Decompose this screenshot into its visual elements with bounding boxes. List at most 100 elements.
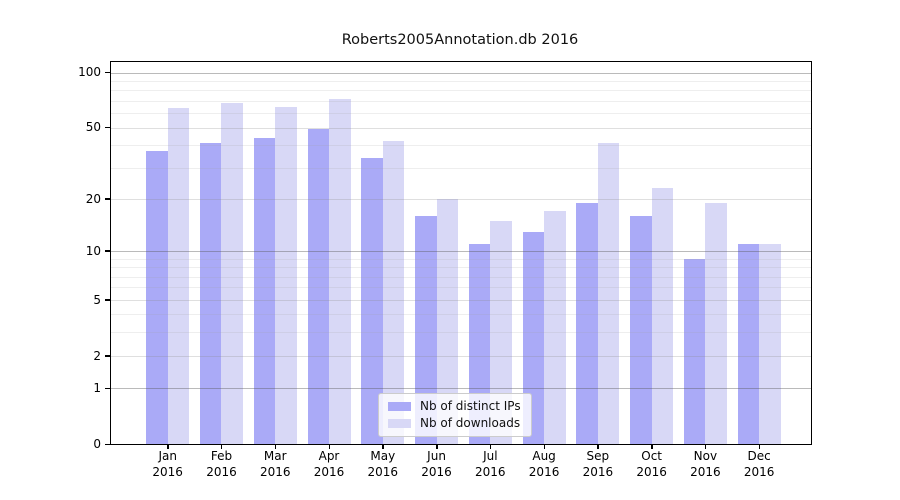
gridline-1 xyxy=(111,388,811,390)
legend-item-distinct-ips: Nb of distinct IPs xyxy=(388,400,521,413)
year-label: 2016 xyxy=(313,464,345,479)
bar-distinct-ips-aug xyxy=(522,231,545,444)
bar-downloads-jan xyxy=(167,107,190,444)
y-tick-20 xyxy=(105,198,110,200)
bar-downloads-jul xyxy=(490,220,512,444)
gridline-40 xyxy=(111,145,811,146)
bar-distinct-ips-jun xyxy=(415,215,437,444)
year-label: 2016 xyxy=(475,464,506,479)
x-tick-label-mar: Mar 2016 xyxy=(243,449,307,480)
legend-swatch-distinct-ips xyxy=(388,402,411,411)
bar-downloads-sep xyxy=(597,143,620,444)
bar-distinct-ips-mar xyxy=(253,137,276,444)
x-tick-label-feb: Feb 2016 xyxy=(189,449,253,480)
x-tick-label-apr: Apr 2016 xyxy=(297,449,361,480)
x-tick-label-jan: Jan 2016 xyxy=(136,449,200,480)
x-tick-sep xyxy=(597,445,599,449)
month-label: May xyxy=(370,449,396,463)
x-tick-label-sep: Sep 2016 xyxy=(566,449,630,480)
bar-distinct-ips-may xyxy=(361,157,383,444)
x-tick-label-jun: Jun 2016 xyxy=(405,449,469,480)
year-label: 2016 xyxy=(421,464,452,479)
year-label: 2016 xyxy=(528,464,560,479)
y-tick-label-0: 0 xyxy=(93,437,101,451)
gridline-70 xyxy=(111,100,811,102)
y-tick-50 xyxy=(105,126,110,129)
y-tick-label-50: 50 xyxy=(85,120,101,135)
bar-distinct-ips-dec xyxy=(737,243,760,444)
gridline-3 xyxy=(111,332,811,334)
month-label: Jun xyxy=(427,449,446,463)
gridline-5 xyxy=(111,299,811,301)
y-tick-label-100: 100 xyxy=(78,65,101,80)
month-label: Dec xyxy=(747,449,771,463)
x-tick-mar xyxy=(274,445,277,449)
year-label: 2016 xyxy=(206,464,237,479)
year-label: 2016 xyxy=(582,464,614,479)
x-tick-label-jul: Jul 2016 xyxy=(458,449,522,480)
bar-downloads-may xyxy=(382,141,405,444)
gridline-20 xyxy=(111,198,811,200)
y-tick-label-10: 10 xyxy=(85,243,101,258)
month-label: Mar xyxy=(263,449,287,463)
y-tick-label-20: 20 xyxy=(85,191,101,206)
bar-downloads-jun xyxy=(436,198,459,444)
y-tick-0 xyxy=(105,443,110,445)
x-tick-aug xyxy=(543,445,546,449)
x-tick-dec xyxy=(758,445,761,449)
bar-distinct-ips-oct xyxy=(630,215,652,444)
gridline-4 xyxy=(111,314,811,316)
legend: Nb of distinct IPs Nb of downloads xyxy=(378,393,532,437)
x-tick-label-may: May 2016 xyxy=(351,449,415,480)
x-tick-jul xyxy=(489,445,492,449)
plot-area: Nb of distinct IPs Nb of downloads 0 1 2 5 1… xyxy=(78,61,812,479)
gridline-90 xyxy=(111,80,811,82)
year-label: 2016 xyxy=(743,464,775,479)
y-tick-1 xyxy=(105,387,110,390)
bar-downloads-dec xyxy=(759,243,781,444)
legend-item-downloads: Nb of downloads xyxy=(388,417,521,430)
bar-downloads-apr xyxy=(329,98,351,444)
x-tick-jun xyxy=(436,445,438,449)
bar-distinct-ips-apr xyxy=(307,129,329,444)
bar-downloads-mar xyxy=(275,106,297,444)
y-tick-label-1: 1 xyxy=(93,381,101,396)
bar-distinct-ips-feb xyxy=(199,143,222,444)
y-tick-label-2: 2 xyxy=(93,348,101,363)
bar-downloads-nov xyxy=(705,202,727,444)
x-tick-feb xyxy=(220,445,223,449)
month-label: Aug xyxy=(532,449,556,463)
x-tick-label-aug: Aug 2016 xyxy=(512,449,576,480)
bar-downloads-feb xyxy=(221,103,243,444)
y-tick-100 xyxy=(105,71,110,74)
year-label: 2016 xyxy=(690,464,721,479)
gridline-8 xyxy=(111,267,811,269)
x-tick-oct xyxy=(651,445,653,449)
year-label: 2016 xyxy=(367,464,399,479)
legend-swatch-downloads xyxy=(388,419,411,428)
gridline-60 xyxy=(111,113,811,114)
x-tick-label-dec: Dec 2016 xyxy=(727,449,791,480)
gridline-6 xyxy=(111,287,811,289)
month-label: Sep xyxy=(586,449,610,463)
gridline-30 xyxy=(111,167,811,169)
legend-label-distinct-ips: Nb of distinct IPs xyxy=(420,399,521,413)
gridline-7 xyxy=(111,276,811,278)
legend-label-downloads: Nb of downloads xyxy=(420,416,521,430)
x-tick-may xyxy=(382,445,384,449)
x-tick-label-oct: Oct 2016 xyxy=(620,449,684,480)
x-tick-label-nov: Nov 2016 xyxy=(673,449,737,480)
x-tick-jan xyxy=(167,445,169,449)
x-tick-nov xyxy=(704,445,707,449)
gridline-80 xyxy=(111,90,811,92)
month-label: Jan xyxy=(158,449,177,463)
y-tick-label-5: 5 xyxy=(93,292,101,307)
gridline-50 xyxy=(111,127,811,129)
gridline-10 xyxy=(111,251,811,252)
bar-distinct-ips-nov xyxy=(683,258,706,444)
month-label: Apr xyxy=(318,449,340,463)
year-label: 2016 xyxy=(152,464,183,479)
gridline-100 xyxy=(111,72,811,74)
month-label: Feb xyxy=(210,449,233,463)
